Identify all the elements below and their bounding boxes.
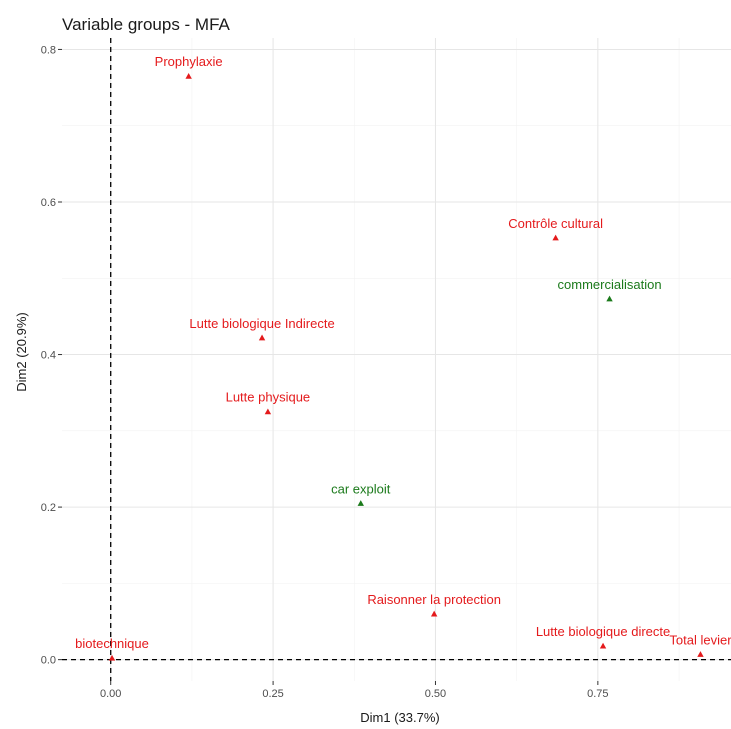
point-label: Total levier: [669, 632, 731, 647]
data-point: [599, 642, 607, 649]
point-label: Lutte biologique directe: [536, 624, 670, 639]
y-tick-label: 0.2: [41, 502, 56, 514]
point-label: Prophylaxie: [155, 54, 223, 69]
x-tick-label: 0.50: [425, 688, 446, 700]
data-point: [697, 651, 704, 657]
y-tick-label: 0.4: [41, 350, 56, 362]
point-label: commercialisation: [558, 277, 662, 292]
x-tick-label: 0.75: [587, 688, 608, 700]
point-label: Raisonner la protection: [367, 592, 501, 607]
point-label: biotechnique: [75, 636, 149, 651]
data-point: [108, 654, 116, 661]
data-point: [357, 500, 364, 506]
y-tick-label: 0.6: [41, 197, 56, 209]
data-point: [264, 408, 272, 415]
point-label: car exploit: [331, 481, 391, 496]
data-point: [258, 334, 266, 341]
data-point: [185, 72, 192, 79]
y-tick-label: 0.0: [41, 655, 56, 667]
chart-title: Variable groups - MFA: [62, 15, 231, 34]
plot-panel: Prophylaxie Contrôle cultural commercialis…: [62, 38, 731, 681]
point-label: Lutte biologique Indirecte: [189, 316, 334, 331]
point-label: Contrôle cultural: [508, 216, 603, 231]
y-tick-label: 0.8: [41, 44, 56, 56]
y-axis-title: Dim2 (20.9%): [14, 312, 29, 391]
x-axis-title: Dim1 (33.7%): [360, 710, 439, 725]
data-point: [552, 234, 559, 241]
point-label: Lutte physique: [226, 390, 311, 405]
x-tick-label: 0.25: [262, 688, 283, 700]
data-point: [606, 295, 613, 302]
x-tick-label: 0.00: [100, 688, 121, 700]
data-point: [430, 610, 438, 617]
